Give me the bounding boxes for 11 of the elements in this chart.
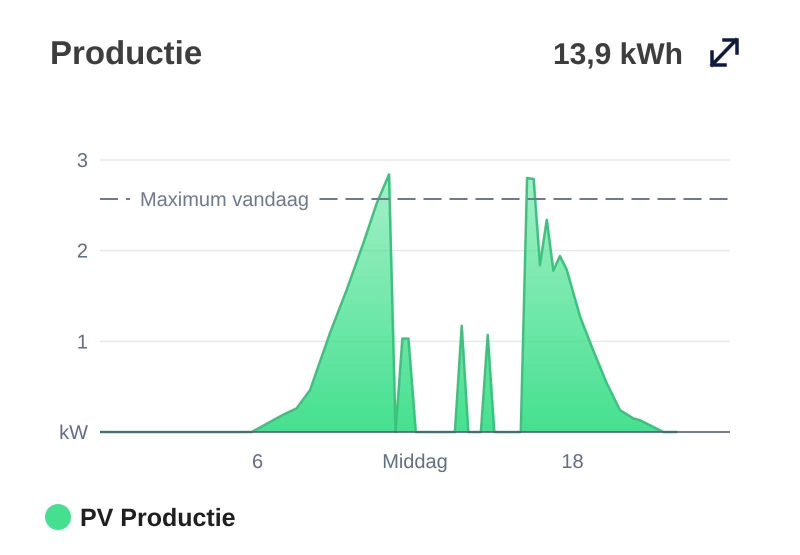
x-tick-label: 6 — [252, 451, 264, 473]
text: 13,9 kWh — [552, 38, 683, 71]
y-tick-label: 2 — [76, 240, 88, 263]
chart-title: Productie — [50, 34, 202, 71]
x-tick-label: 18 — [561, 451, 584, 473]
x-tick-label: Middag — [382, 451, 448, 473]
y-tick-label: 1 — [76, 331, 88, 354]
y-tick-label: kW — [59, 422, 88, 444]
legend-label: PV Productie — [80, 504, 236, 532]
y-tick-label: 3 — [76, 150, 88, 172]
ref-line-label: Maximum vandaag — [140, 188, 309, 211]
